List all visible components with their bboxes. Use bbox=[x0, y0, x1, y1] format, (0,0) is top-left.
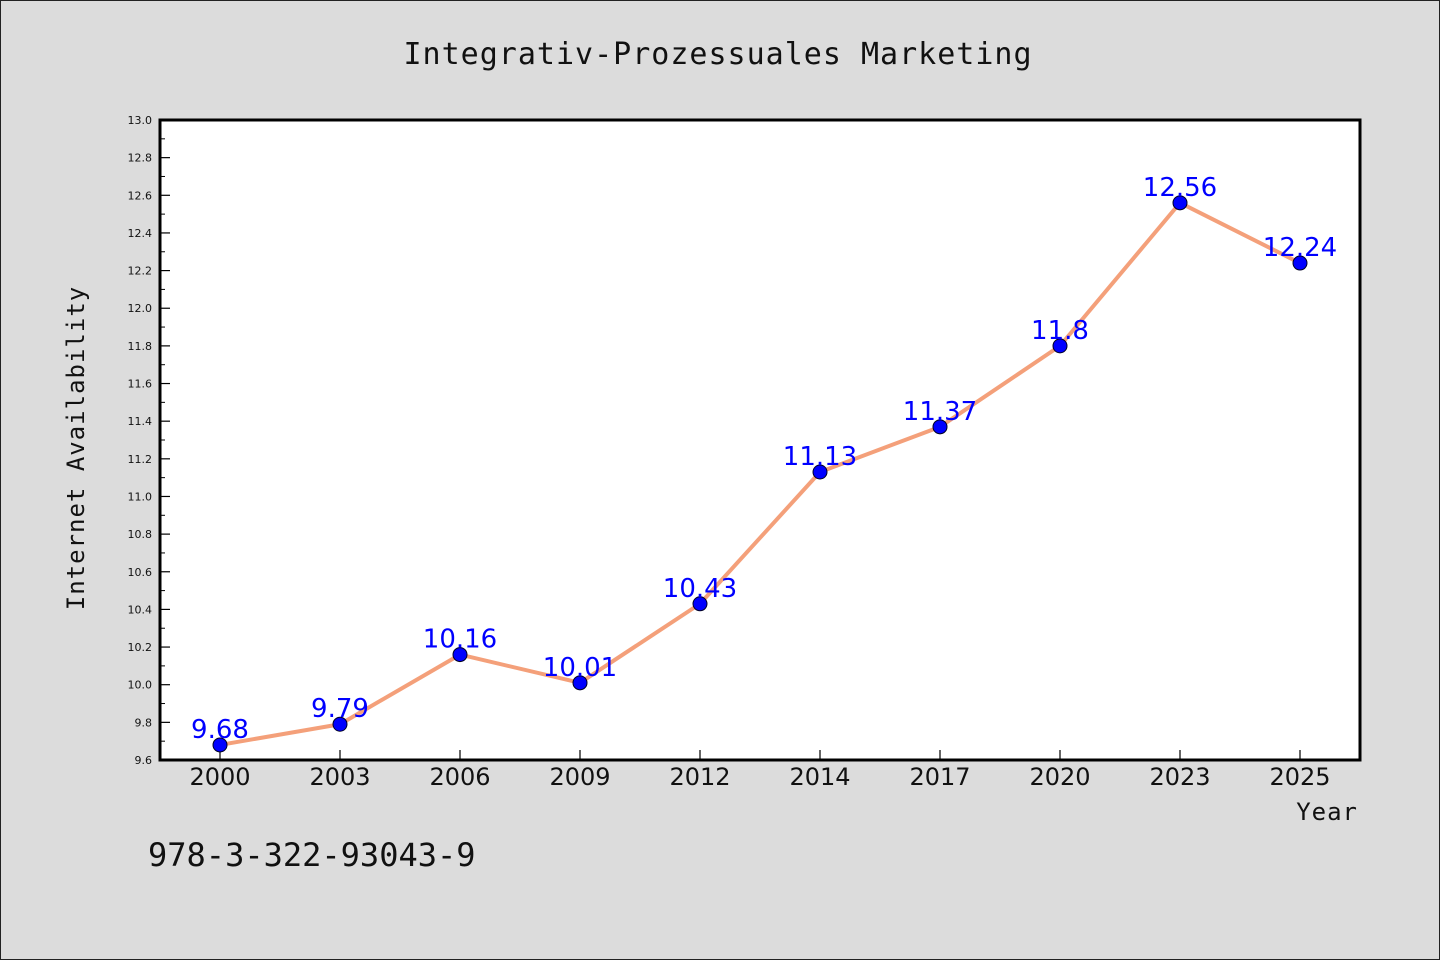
plot-area bbox=[158, 118, 1362, 762]
y-tick-label: 11.6 bbox=[128, 378, 153, 391]
y-tick-label: 9.8 bbox=[135, 716, 153, 729]
x-axis-label: Year bbox=[1296, 798, 1358, 826]
y-tick-label: 9.6 bbox=[135, 754, 153, 767]
y-tick-label: 13.0 bbox=[128, 114, 153, 127]
series-line bbox=[219, 200, 1301, 747]
x-tick-label: 2006 bbox=[429, 763, 490, 791]
data-label: 11.8 bbox=[1031, 316, 1089, 346]
data-point bbox=[212, 737, 228, 753]
data-point bbox=[932, 419, 948, 435]
y-tick-label: 11.2 bbox=[128, 453, 153, 466]
data-label: 9.79 bbox=[311, 694, 369, 724]
y-tick-label: 10.4 bbox=[128, 603, 153, 616]
x-tick-label: 2003 bbox=[309, 763, 370, 791]
y-tick-label: 11.4 bbox=[128, 415, 153, 428]
x-tick-label: 2020 bbox=[1029, 763, 1090, 791]
data-label: 11.37 bbox=[903, 397, 977, 427]
y-tick-label: 10.0 bbox=[128, 679, 153, 692]
x-tick-label: 2012 bbox=[669, 763, 730, 791]
data-point bbox=[1172, 195, 1188, 211]
data-label: 10.01 bbox=[543, 653, 617, 683]
data-label: 9.68 bbox=[191, 715, 249, 745]
x-tick-label: 2009 bbox=[549, 763, 610, 791]
y-tick-label: 10.6 bbox=[128, 566, 153, 579]
data-label: 12.24 bbox=[1263, 233, 1337, 263]
data-point bbox=[692, 596, 708, 612]
y-tick-label: 10.2 bbox=[128, 641, 153, 654]
y-tick-label: 12.2 bbox=[128, 265, 153, 278]
data-point bbox=[452, 647, 468, 663]
data-point bbox=[572, 675, 588, 691]
data-label: 10.43 bbox=[663, 574, 737, 604]
y-tick-label: 12.0 bbox=[128, 302, 153, 315]
x-tick-label: 2000 bbox=[189, 763, 250, 791]
x-tick-label: 2014 bbox=[789, 763, 850, 791]
data-point bbox=[1052, 338, 1068, 354]
data-label: 12.56 bbox=[1143, 173, 1217, 203]
data-labels: 9.68 9.79 10.16 10.01 10.43 11.13 11.37 11.8 12.… bbox=[191, 173, 1337, 745]
x-axis: 2000 2003 2006 2009 2012 2014 2017 2020 2023 2025 bbox=[189, 750, 1331, 791]
chart-title: Integrativ-Prozessuales Marketing bbox=[403, 37, 1032, 72]
y-tick-label: 12.8 bbox=[128, 152, 153, 165]
isbn-footer: 978-3-322-93043-9 bbox=[148, 836, 476, 874]
x-tick-label: 2025 bbox=[1269, 763, 1330, 791]
y-tick-label: 12.4 bbox=[128, 227, 153, 240]
x-tick-label: 2017 bbox=[909, 763, 970, 791]
data-point bbox=[1292, 255, 1308, 271]
y-tick-label: 12.6 bbox=[128, 189, 153, 202]
y-axis-label: Internet Availability bbox=[62, 286, 90, 610]
y-tick-label: 11.0 bbox=[128, 490, 153, 503]
y-tick-label: 11.8 bbox=[128, 340, 153, 353]
x-tick-label: 2023 bbox=[1149, 763, 1210, 791]
data-point bbox=[332, 716, 348, 732]
data-point bbox=[812, 464, 828, 480]
series-0 bbox=[212, 195, 1308, 753]
data-label: 10.16 bbox=[423, 625, 497, 655]
y-axis: 9.6 9.8 10.0 10.2 10.4 10.6 10.8 11.0 11.2 11.4 11… bbox=[128, 114, 170, 767]
data-label: 11.13 bbox=[783, 442, 857, 472]
y-tick-label: 10.8 bbox=[128, 528, 153, 541]
